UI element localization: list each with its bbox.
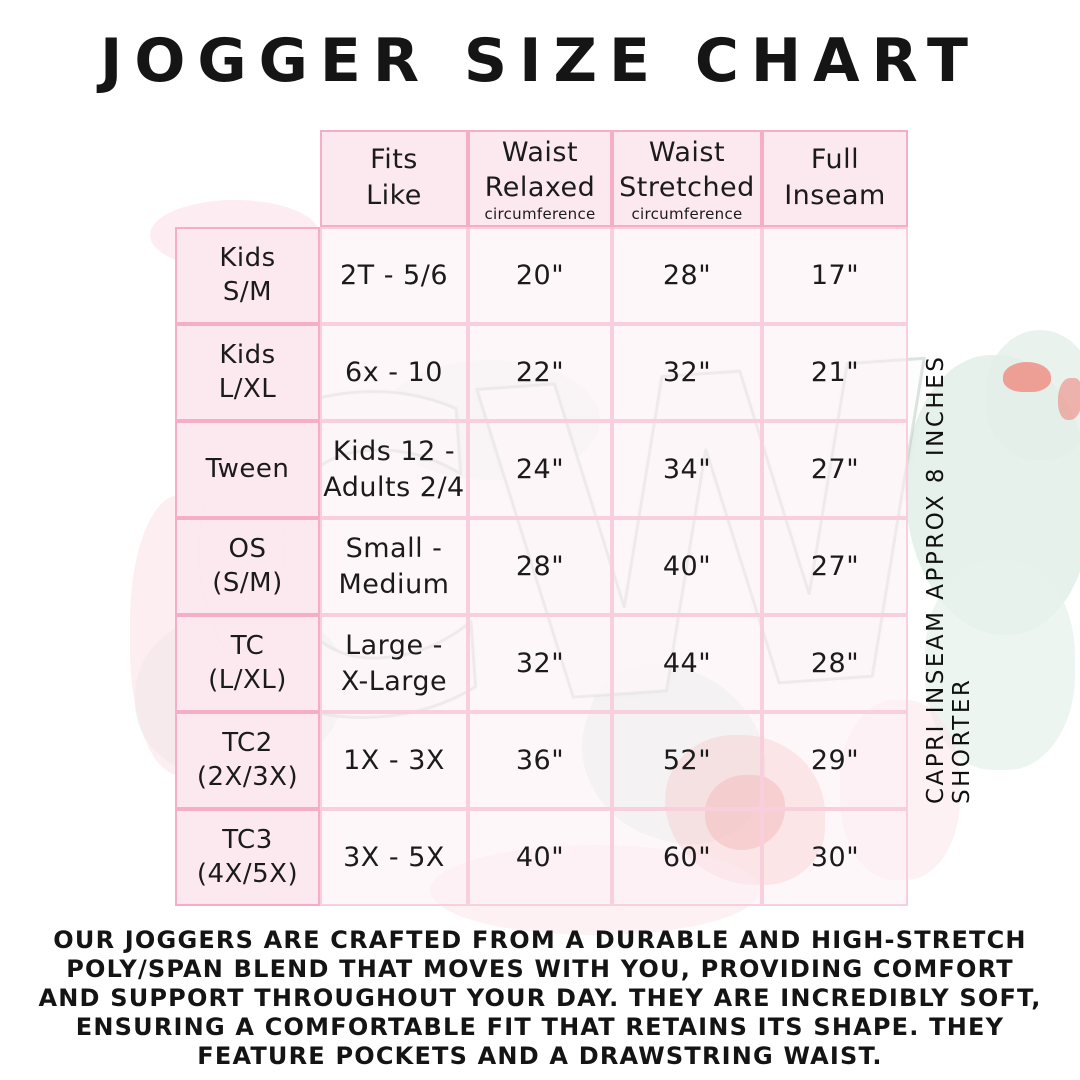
cell-fits-like: 2T - 5/6 (320, 227, 468, 324)
cell-waist-stretched: 40" (612, 518, 762, 615)
cell-full-inseam: 30" (762, 809, 908, 906)
cell-waist-stretched: 34" (612, 421, 762, 518)
cell-fits-like: 1X - 3X (320, 712, 468, 809)
cell-waist-stretched: 60" (612, 809, 762, 906)
cell-waist-relaxed: 22" (468, 324, 612, 421)
row-label-os: OS (S/M) (175, 518, 320, 615)
cell-fits-like: 3X - 5X (320, 809, 468, 906)
column-header-waist-relaxed: Waist Relaxed circumference (468, 130, 612, 227)
cell-full-inseam: 28" (762, 615, 908, 712)
cell-waist-relaxed: 32" (468, 615, 612, 712)
cell-waist-relaxed: 28" (468, 518, 612, 615)
column-header-sub: circumference (631, 205, 743, 224)
product-description: OUR JOGGERS ARE CRAFTED FROM A DURABLE A… (38, 926, 1042, 1070)
page-title: JOGGER SIZE CHART (100, 26, 980, 96)
column-header-waist-stretched: Waist Stretched circumference (612, 130, 762, 227)
cell-waist-stretched: 44" (612, 615, 762, 712)
column-header-label: Fits Like (366, 144, 422, 211)
column-header-sub: circumference (484, 205, 596, 224)
row-label-tc3: TC3 (4X/5X) (175, 809, 320, 906)
cell-waist-relaxed: 36" (468, 712, 612, 809)
capri-inseam-note: CAPRI INSEAM APPROX 8 INCHES SHORTER (923, 354, 975, 804)
size-chart-table: Fits Like Waist Relaxed circumference Wa… (175, 130, 908, 906)
red-petal-right-edge (1058, 378, 1080, 420)
cell-waist-stretched: 52" (612, 712, 762, 809)
cell-full-inseam: 27" (762, 421, 908, 518)
coral-flower-on-cactus (1003, 362, 1051, 392)
row-label-tc: TC (L/XL) (175, 615, 320, 712)
column-header-label: Waist Stretched (619, 136, 755, 203)
cell-full-inseam: 21" (762, 324, 908, 421)
cell-waist-relaxed: 40" (468, 809, 612, 906)
column-header-label: Waist Relaxed (484, 136, 596, 203)
cell-waist-relaxed: 24" (468, 421, 612, 518)
cell-fits-like: Kids 12 - Adults 2/4 (320, 421, 468, 518)
cell-fits-like: Small - Medium (320, 518, 468, 615)
column-header-full-inseam: Full Inseam (762, 130, 908, 227)
cell-full-inseam: 27" (762, 518, 908, 615)
column-header-fits-like: Fits Like (320, 130, 468, 227)
cell-fits-like: Large - X-Large (320, 615, 468, 712)
cell-waist-relaxed: 20" (468, 227, 612, 324)
row-label-tween: Tween (175, 421, 320, 518)
cell-waist-stretched: 28" (612, 227, 762, 324)
table-corner-cell (175, 130, 320, 227)
cell-fits-like: 6x - 10 (320, 324, 468, 421)
column-header-label: Full Inseam (784, 144, 886, 211)
row-label-tc2: TC2 (2X/3X) (175, 712, 320, 809)
row-label-kids-sm: Kids S/M (175, 227, 320, 324)
row-label-kids-lxl: Kids L/XL (175, 324, 320, 421)
cell-full-inseam: 29" (762, 712, 908, 809)
cell-waist-stretched: 32" (612, 324, 762, 421)
cell-full-inseam: 17" (762, 227, 908, 324)
